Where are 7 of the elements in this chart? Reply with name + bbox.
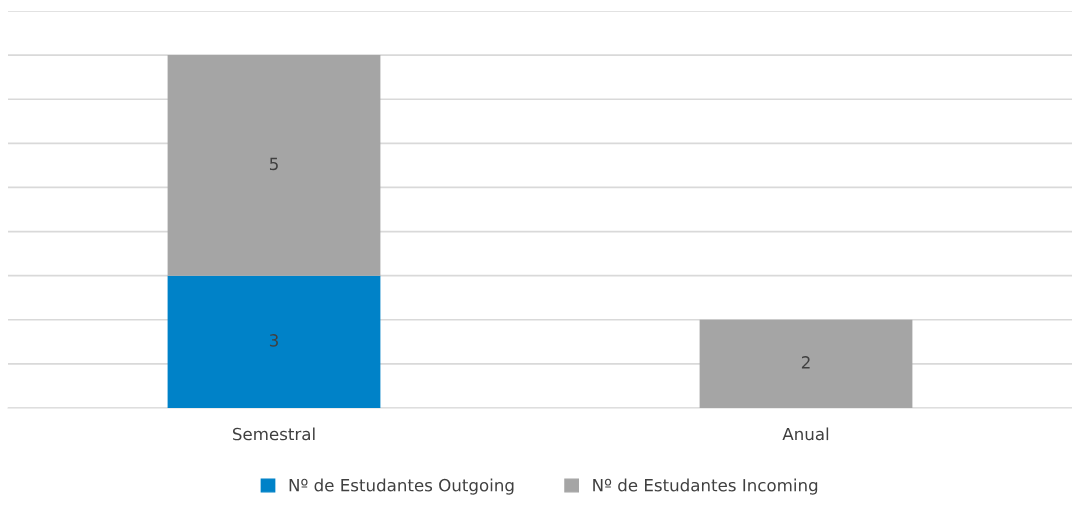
data-label: 5 — [269, 157, 278, 171]
data-label: 2 — [801, 356, 810, 369]
x-tick-label: Anual — [782, 427, 829, 441]
x-tick-label: Semestral — [232, 427, 315, 441]
legend-label: Nº de Estudantes Incoming — [593, 478, 818, 495]
legend-label: Nº de Estudantes Outgoing — [289, 478, 514, 495]
data-label: 3 — [269, 334, 278, 347]
